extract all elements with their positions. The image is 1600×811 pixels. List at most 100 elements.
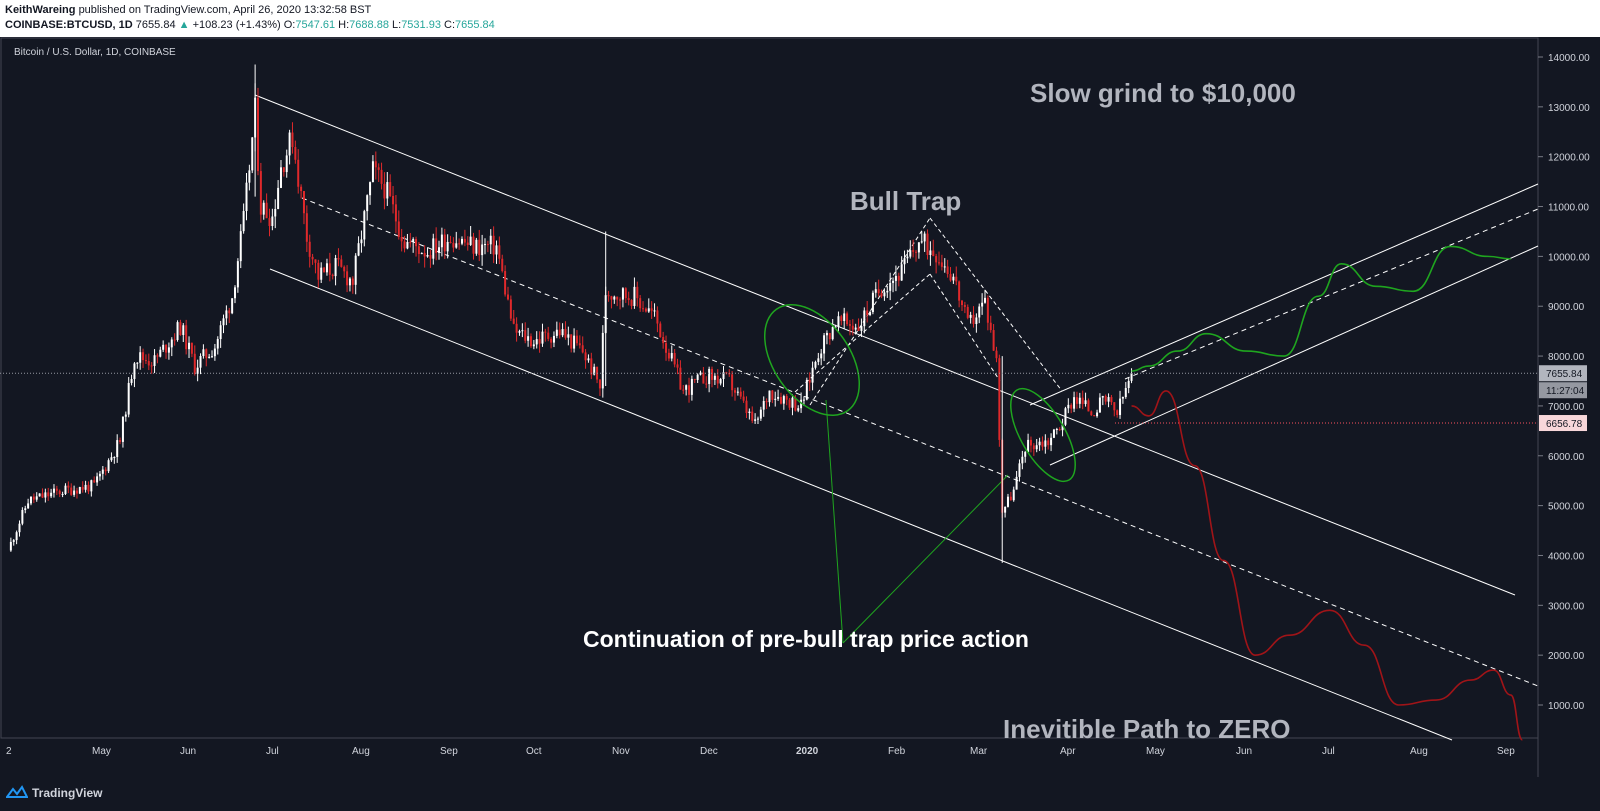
candle-body	[277, 187, 280, 210]
candle-body	[426, 255, 429, 257]
candle-body	[1038, 441, 1041, 446]
candle-body	[1087, 400, 1090, 412]
time-axis[interactable]: 2 May Jun Jul Aug Sep Oct Nov Dec 2020 Feb Mar Apr Ma…	[6, 746, 1515, 757]
candle-body	[1096, 412, 1099, 417]
tradingview-brand[interactable]: TradingView	[32, 786, 103, 800]
candle-body	[173, 339, 176, 341]
candle-body	[708, 368, 711, 384]
candle-body	[713, 375, 716, 380]
highlight-ellipse-jan	[763, 303, 861, 417]
price-axis[interactable]: 14000.00 13000.00 12000.00 11000.00 10000.00…	[0, 53, 1590, 712]
candle-body	[906, 256, 909, 259]
candle-body	[127, 382, 130, 415]
candle-body	[843, 313, 846, 321]
candle-body	[527, 336, 530, 341]
annotation-zero-path[interactable]: Inevitible Path to ZERO	[1003, 714, 1291, 744]
candle-body	[667, 352, 670, 359]
candlestick-chart[interactable]: 14000.00 13000.00 12000.00 11000.00 10000.00…	[0, 37, 1600, 777]
author-name[interactable]: KeithWareing	[5, 4, 76, 16]
candle-body	[702, 372, 705, 384]
candle-body	[492, 235, 495, 255]
candle-body	[328, 263, 331, 275]
low-value: 7531.93	[401, 19, 441, 31]
bull-projection-path	[1131, 245, 1511, 372]
candle-body	[216, 339, 219, 349]
candle-body	[1130, 373, 1133, 381]
candle-body	[621, 288, 624, 300]
descending-channel-mid	[301, 197, 1539, 687]
candle-body	[202, 349, 205, 357]
candle-body	[1116, 410, 1119, 415]
candle-body	[323, 267, 326, 273]
highlight-ellipse-apr	[1010, 387, 1076, 483]
candle-body	[564, 329, 567, 338]
candle-body	[1075, 397, 1078, 404]
footer-bar: TradingView	[0, 777, 1600, 811]
candle-body	[1024, 452, 1027, 457]
countdown-tag-text: 11:27:04	[1546, 386, 1585, 397]
candle-body	[93, 480, 96, 483]
candle-body	[475, 239, 478, 254]
candle-body	[481, 244, 484, 256]
candle-body	[440, 234, 443, 248]
candle-body	[21, 510, 24, 524]
candle-body	[946, 266, 949, 275]
candle-body	[955, 276, 958, 282]
candle-body	[791, 397, 794, 408]
candle-body	[213, 348, 216, 357]
candle-body	[846, 313, 849, 325]
candle-body	[920, 241, 923, 243]
candle-body	[486, 244, 489, 246]
annotation-slow-grind[interactable]: Slow grind to $10,000	[1030, 78, 1296, 108]
candle-body	[624, 288, 627, 299]
candle-body	[926, 233, 929, 255]
candle-body	[443, 234, 446, 252]
candle-body	[900, 264, 903, 281]
candle-body	[262, 202, 265, 215]
candle-body	[1058, 429, 1061, 431]
candle-body	[969, 314, 972, 318]
candle-body	[380, 169, 383, 184]
candle-body	[251, 137, 254, 171]
bear-projection-path	[1131, 390, 1524, 741]
candle-body	[532, 344, 535, 347]
candle-body	[314, 259, 317, 263]
candle-body	[811, 367, 814, 383]
candle-body	[81, 487, 84, 490]
candle-body	[354, 255, 357, 285]
candle-body	[228, 310, 231, 314]
candle-body	[581, 345, 584, 353]
candle-body	[317, 262, 320, 280]
candle-body	[340, 259, 343, 267]
annotation-bull-trap[interactable]: Bull Trap	[850, 186, 962, 216]
candle-body	[9, 541, 12, 551]
descending-channel-upper	[254, 94, 1516, 596]
candle-body	[196, 367, 199, 374]
x-tick-label: Nov	[612, 746, 630, 757]
candle-body	[748, 411, 751, 413]
candle-body	[242, 211, 245, 232]
tradingview-logo-icon[interactable]	[6, 785, 28, 799]
candle-body	[182, 325, 185, 335]
last-price-tag	[1539, 365, 1587, 382]
candle-body	[848, 324, 851, 326]
candle-body	[943, 266, 946, 268]
candle-body	[555, 329, 558, 336]
candle-body	[940, 262, 943, 267]
candle-body	[972, 314, 975, 324]
candle-body	[420, 253, 423, 255]
candles	[9, 64, 1133, 563]
ascending-channel-lower	[1049, 245, 1539, 466]
low-label: L:	[392, 19, 402, 31]
y-tick-label: 8000.00	[1548, 352, 1585, 363]
candle-body	[351, 278, 354, 285]
candle-body	[193, 353, 196, 374]
candle-body	[455, 243, 458, 248]
annotation-continuation[interactable]: Continuation of pre-bull trap price acti…	[583, 626, 1029, 652]
candle-body	[823, 335, 826, 354]
chart-panel[interactable]: 14000.00 13000.00 12000.00 11000.00 10000.00…	[0, 37, 1600, 777]
candle-body	[1006, 496, 1009, 507]
candle-body	[208, 356, 211, 358]
candle-body	[360, 239, 363, 244]
chart-header: KeithWareing published on TradingView.co…	[0, 0, 1600, 36]
